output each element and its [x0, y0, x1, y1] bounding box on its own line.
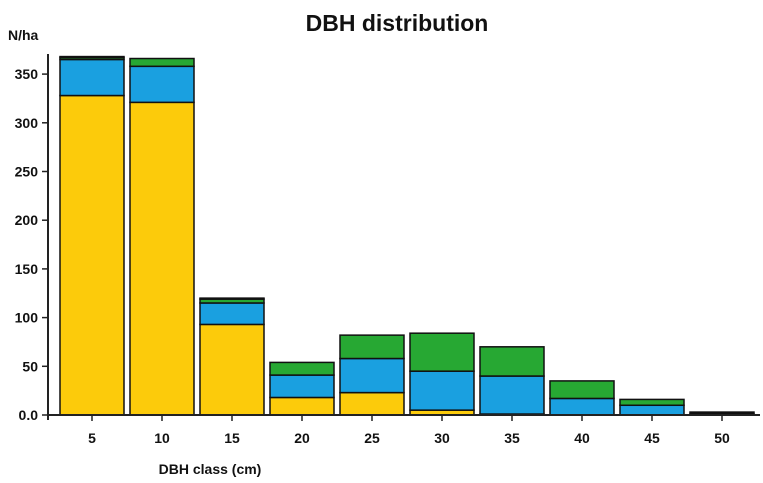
bar-segment-35-s2	[479, 375, 545, 415]
x-axis-label: DBH class (cm)	[159, 461, 262, 477]
bar-segment-5-s4	[59, 55, 125, 59]
chart-title: DBH distribution	[306, 10, 489, 36]
bar-segment-10-s1	[129, 101, 195, 416]
bar-segment-30-s3	[409, 332, 475, 372]
bar-segment-15-s2	[199, 302, 265, 326]
x-ticks-group: 5 10 15 20 25 30 35 40 45 50	[88, 415, 730, 446]
bar-segment-15-s1	[199, 323, 265, 416]
bar-segment-20-s2	[269, 374, 335, 399]
x-tick-label: 10	[154, 430, 170, 446]
bar-segment-25-s1	[339, 391, 405, 416]
bar-segment-40-s2	[549, 397, 615, 416]
bar-segment-5-s2	[59, 58, 125, 97]
bar-segment-50-s4	[689, 411, 755, 415]
bar-segment-25-s2	[339, 357, 405, 394]
y-tick-label: 50	[22, 358, 38, 374]
bars-group	[59, 55, 755, 416]
x-tick-label: 45	[644, 430, 660, 446]
y-tick-label: 300	[15, 115, 39, 131]
x-tick-label: 15	[224, 430, 240, 446]
bar-segment-10-s3	[129, 57, 195, 68]
y-tick-label: 100	[15, 310, 39, 326]
bar-segment-35-s3	[479, 346, 545, 377]
x-tick-label: 25	[364, 430, 380, 446]
bar-segment-25-s3	[339, 334, 405, 360]
x-tick-label: 5	[88, 430, 96, 446]
bar-segment-20-s1	[269, 396, 335, 416]
bar-segment-45-s3	[619, 398, 685, 407]
bar-segment-10-s2	[129, 65, 195, 104]
y-ticks-group: 0.0 50 100 150 200 250 300 350	[15, 66, 48, 423]
bar-segment-5-s1	[59, 94, 125, 416]
x-tick-label: 50	[714, 430, 730, 446]
bar-segment-30-s2	[409, 370, 475, 411]
x-tick-label: 35	[504, 430, 520, 446]
y-tick-label: 250	[15, 164, 39, 180]
bar-segment-40-s3	[549, 380, 615, 400]
bar-segment-20-s3	[269, 361, 335, 376]
bar-segment-15-s4	[199, 297, 265, 300]
y-tick-label: 0.0	[19, 407, 39, 423]
x-tick-label: 20	[294, 430, 310, 446]
y-tick-label: 200	[15, 212, 39, 228]
y-tick-label: 350	[15, 66, 39, 82]
x-tick-label: 40	[574, 430, 590, 446]
x-tick-label: 30	[434, 430, 450, 446]
bar-segment-45-s2	[619, 404, 685, 416]
y-tick-label: 150	[15, 261, 39, 277]
y-axis-label: N/ha	[8, 27, 39, 43]
